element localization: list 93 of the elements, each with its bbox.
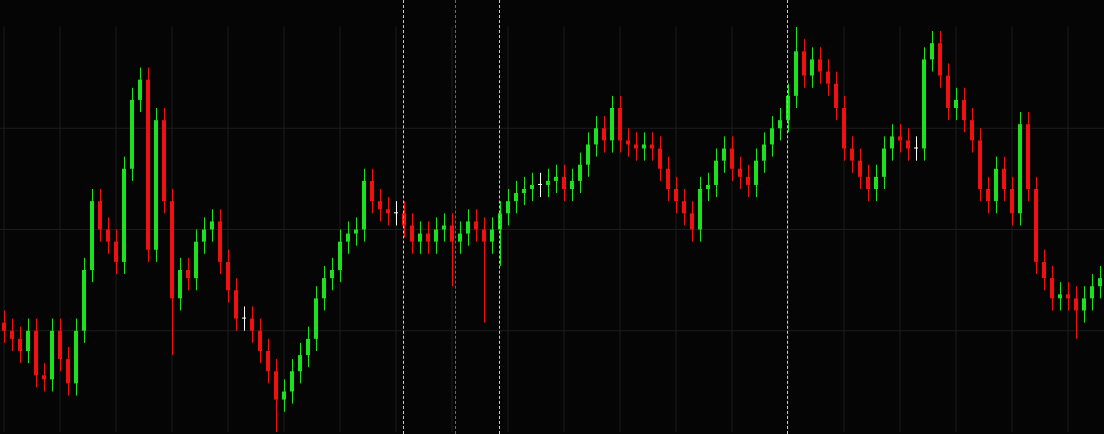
candlestick	[186, 257, 190, 291]
candlestick	[386, 196, 390, 226]
candlestick	[898, 123, 902, 154]
candlestick	[458, 220, 462, 255]
candlestick	[690, 200, 694, 243]
candlestick	[354, 216, 358, 247]
candlestick	[466, 208, 470, 247]
candlestick	[522, 176, 526, 206]
candlestick	[666, 156, 670, 202]
candlestick	[210, 208, 214, 243]
candlestick	[642, 131, 646, 162]
candlestick	[330, 257, 334, 291]
candlestick	[586, 131, 590, 178]
candlestick	[10, 318, 14, 352]
candlestick	[658, 135, 662, 182]
candlestick	[866, 164, 870, 202]
candlestick	[1066, 281, 1070, 311]
candlestick	[18, 326, 22, 364]
candlestick	[770, 115, 774, 158]
candlestick	[954, 87, 958, 121]
candlestick	[258, 318, 262, 364]
candlestick	[2, 310, 6, 344]
candlestick	[538, 172, 542, 198]
candlestick	[1074, 285, 1078, 340]
candlestick	[762, 131, 766, 174]
candlestick	[986, 176, 990, 214]
candlestick	[506, 188, 510, 226]
candlestick	[706, 172, 710, 202]
candlestick	[306, 326, 310, 368]
candlestick	[514, 180, 518, 214]
candlestick	[1002, 156, 1006, 202]
candlestick	[482, 216, 486, 324]
candlestick	[746, 164, 750, 198]
candlestick	[738, 156, 742, 190]
candlestick	[674, 176, 678, 214]
candlestick	[650, 131, 654, 162]
candlestick	[290, 358, 294, 405]
candlestick	[818, 46, 822, 85]
candlestick	[850, 135, 854, 174]
candlestick	[426, 220, 430, 255]
candlestick	[410, 212, 414, 255]
candlestick	[554, 164, 558, 194]
candlestick	[378, 188, 382, 222]
candlestick	[778, 107, 782, 141]
candlestick	[282, 378, 286, 413]
candlestick	[906, 127, 910, 162]
candlestick	[570, 168, 574, 202]
candlestick	[434, 216, 438, 255]
candlestick	[114, 229, 118, 275]
candlestick	[626, 127, 630, 158]
candlestick	[442, 212, 446, 243]
candlestick	[242, 305, 246, 332]
candlestick	[370, 168, 374, 214]
candlestick	[394, 200, 398, 226]
candlestick	[450, 212, 454, 287]
candlestick	[874, 164, 878, 202]
candlestick	[202, 216, 206, 255]
candlestick	[578, 152, 582, 194]
candlestick	[106, 216, 110, 255]
candlestick	[858, 148, 862, 190]
candlestick	[594, 115, 598, 158]
candlestick	[250, 305, 254, 344]
candlestick	[546, 168, 550, 198]
candlestick	[810, 46, 814, 89]
candlestick	[26, 318, 30, 364]
candlestick	[474, 208, 478, 243]
candlestick	[298, 342, 302, 384]
candlestick	[1042, 249, 1046, 291]
candlestick	[730, 135, 734, 182]
candlestick	[1098, 265, 1102, 299]
candlestick	[826, 58, 830, 97]
candlestick	[530, 172, 534, 202]
candlestick	[970, 107, 974, 154]
candlestick	[722, 135, 726, 174]
candlestick	[1090, 273, 1094, 311]
candlestick	[42, 362, 46, 392]
candlestick	[890, 123, 894, 162]
candlestick	[562, 164, 566, 202]
candlestick	[322, 265, 326, 311]
candlestick	[266, 338, 270, 384]
candlestick	[1050, 265, 1054, 311]
candlestick	[1058, 281, 1062, 311]
candlestick	[634, 131, 638, 162]
candlestick	[930, 30, 934, 73]
candlestick	[490, 216, 494, 255]
candlestick	[682, 188, 686, 226]
candlestick	[602, 115, 606, 154]
candlestick	[138, 67, 142, 113]
candlestick	[962, 87, 966, 133]
candlestick	[418, 220, 422, 255]
candlestick	[914, 135, 918, 162]
candlestick	[346, 220, 350, 255]
candlestick	[1082, 285, 1086, 324]
